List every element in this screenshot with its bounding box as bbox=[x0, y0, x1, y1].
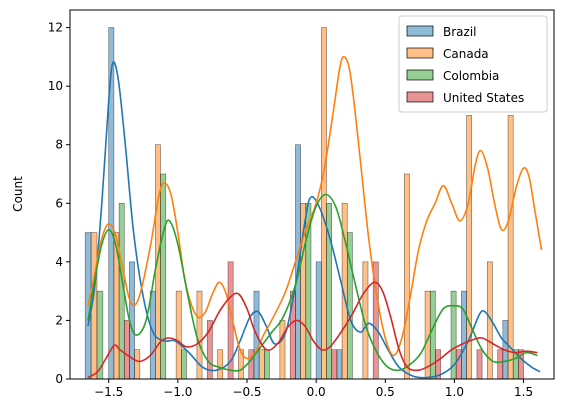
plot-frame bbox=[69, 9, 555, 380]
bar-canada-11 bbox=[321, 27, 327, 380]
kde-line-colombia bbox=[87, 193, 538, 372]
y-tick-label: 8 bbox=[55, 138, 63, 152]
bar-united-states-7 bbox=[248, 349, 255, 380]
x-tick-label: −1.0 bbox=[163, 385, 192, 399]
y-tick-label: 10 bbox=[48, 79, 63, 93]
bar-united-states-19 bbox=[497, 349, 504, 380]
x-tick-label: 1.5 bbox=[514, 385, 533, 399]
bar-brazil-11 bbox=[315, 261, 322, 380]
bar-canada-6 bbox=[217, 349, 224, 380]
bar-colombia-8 bbox=[263, 349, 270, 380]
y-tick-label: 0 bbox=[55, 372, 63, 386]
y-tick-label: 6 bbox=[55, 196, 63, 210]
bar-united-states-11 bbox=[331, 349, 338, 380]
x-tick-label: 0.0 bbox=[307, 385, 326, 399]
legend-swatch-brazil bbox=[406, 25, 434, 37]
bar-united-states-18 bbox=[476, 349, 483, 380]
legend-box bbox=[398, 15, 548, 113]
kde-layer bbox=[87, 56, 543, 379]
x-tick-label: −0.5 bbox=[232, 385, 261, 399]
bar-canada-8 bbox=[258, 349, 265, 380]
y-axis: 0 2 4 6 8 10 12 bbox=[48, 21, 70, 386]
legend-label-colombia: Colombia bbox=[443, 69, 499, 83]
bar-brazil-1 bbox=[108, 27, 115, 380]
bar-canada-4 bbox=[175, 290, 182, 380]
y-tick-label: 2 bbox=[55, 313, 63, 327]
kde-line-canada bbox=[87, 56, 543, 360]
legend-swatch-colombia bbox=[406, 69, 434, 81]
y-axis-label: Count bbox=[11, 176, 25, 212]
y-tick-label: 4 bbox=[55, 255, 63, 269]
legend-label-united-states: United States bbox=[443, 91, 524, 105]
x-tick-label: 0.5 bbox=[376, 385, 395, 399]
x-tick-label: −1.5 bbox=[94, 385, 123, 399]
legend: Brazil Canada Colombia United States bbox=[398, 15, 548, 113]
x-axis: −1.5 −1.0 −0.5 0.0 0.5 1.0 1.5 bbox=[94, 379, 533, 399]
legend-label-canada: Canada bbox=[443, 47, 489, 61]
kde-line-brazil bbox=[87, 61, 541, 379]
legend-label-brazil: Brazil bbox=[443, 25, 477, 39]
bar-colombia-3 bbox=[160, 173, 167, 380]
bar-united-states-1 bbox=[123, 320, 130, 380]
bar-brazil-18 bbox=[461, 290, 467, 380]
legend-swatch-united-states bbox=[406, 91, 434, 103]
bar-canada-20 bbox=[507, 115, 514, 380]
y-tick-label: 12 bbox=[48, 21, 63, 35]
bar-colombia-4 bbox=[181, 349, 187, 380]
bar-brazil-12 bbox=[336, 349, 343, 380]
legend-swatch-canada bbox=[406, 47, 434, 59]
bars-layer bbox=[84, 27, 524, 380]
bar-canada-2 bbox=[134, 349, 141, 380]
bar-canada-15 bbox=[404, 173, 410, 380]
x-tick-label: 1.0 bbox=[445, 385, 464, 399]
kde-line-united-states bbox=[87, 281, 538, 379]
bar-canada-9 bbox=[279, 320, 286, 380]
